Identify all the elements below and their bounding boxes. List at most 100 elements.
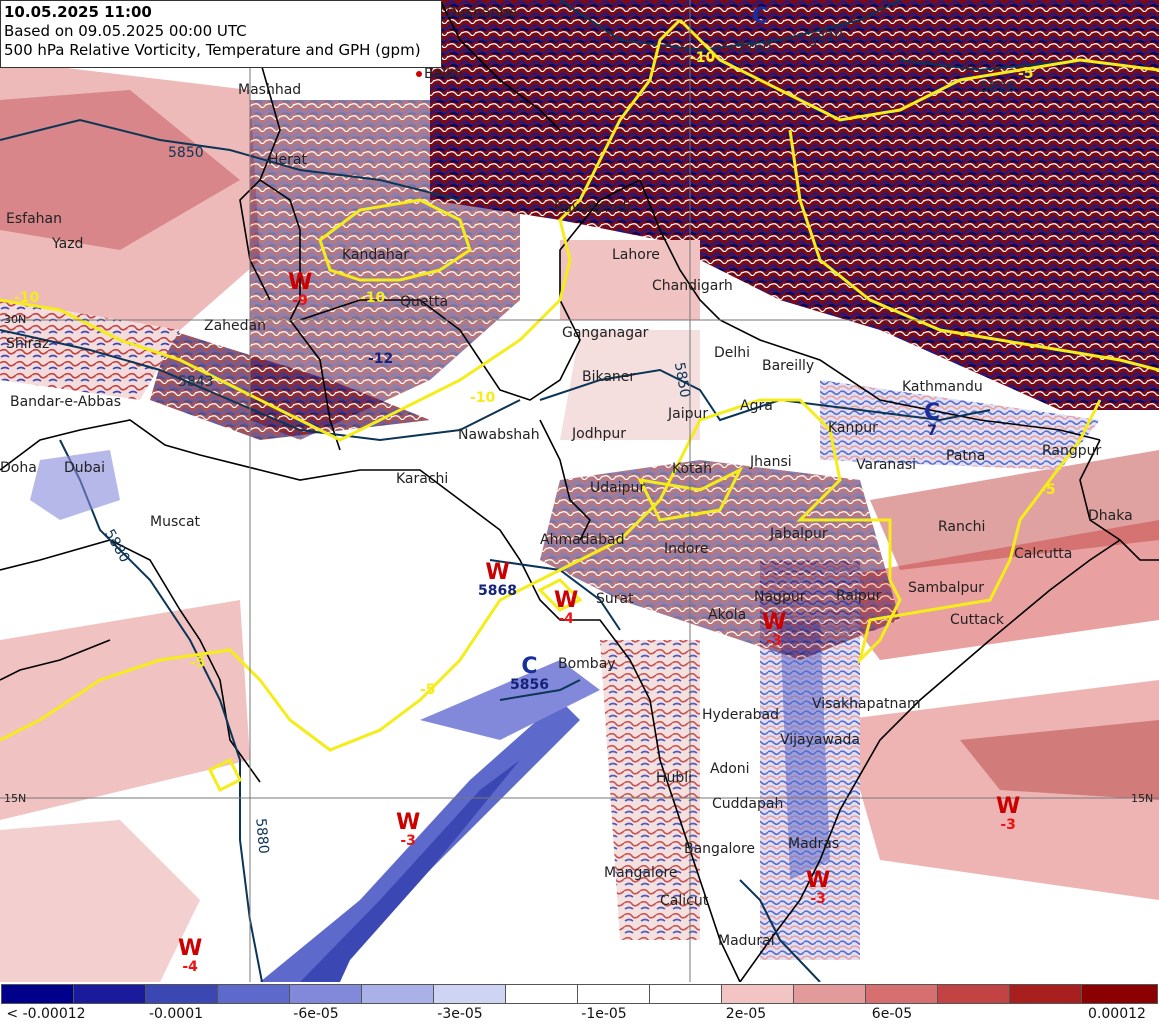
city-label: Visakhapatnam [812,696,921,712]
colorbar-swatch [145,984,218,1004]
field-description: 500 hPa Relative Vorticity, Temperature … [4,41,421,59]
colorbar-label: 0.00012 [1088,1006,1146,1022]
city-label: Kotah [672,461,712,477]
city-label: Bikaner [582,369,636,385]
city-label: Cuddapah [712,796,784,812]
city-label: Madras [788,836,840,852]
colorbar-swatch [1,984,74,1004]
city-label: Hubli [656,770,693,786]
city-label: Rangpur [1042,443,1102,459]
city-label: Lahore [612,247,660,263]
gph-contour-label: 5843 [178,374,214,390]
city-label: Jabalpur [770,526,828,542]
cold-center-marker: -12 [368,351,394,367]
lat-label: 15N [1131,792,1154,805]
city-label: Ganganagar [562,325,649,341]
temp-contour-label: -5 [1018,66,1034,82]
colorbar-swatch [937,984,1010,1004]
city-label: Dushanbe [446,5,517,21]
colorbar-swatch [793,984,866,1004]
city-label: Rawalpindi [554,200,631,216]
gph-contour-label: 5760 [736,40,772,56]
city-label: Mashhad [238,82,302,98]
colorbar-swatch [1009,984,1082,1004]
temp-contour-label: -10 [14,290,40,306]
city-dot-icon [416,71,422,77]
colorbar-swatch [361,984,434,1004]
temp-contour-label: -5 [190,655,206,671]
city-label: Akola [708,607,747,623]
warm-center-marker: W -3 [806,868,831,908]
vorticity-map: 10.05.2025 11:00 Based on 09.05.2025 00:… [0,0,1159,982]
city-label: Agra [740,398,773,414]
city-label: Mangalore [604,865,678,881]
temp-contour-label: -10 [690,50,716,66]
city-label: Quetta [400,294,449,310]
colorbar-label: < -0.00012 [6,1006,86,1022]
gph-contour-label: 5880 [252,817,272,855]
colorbar-label: -6e-05 [293,1006,339,1022]
city-label: Adoni [710,761,750,777]
valid-time: 10.05.2025 11:00 [4,3,152,21]
temp-contour-label: -10 [470,390,496,406]
warm-center-marker: W -4 [554,588,579,628]
city-label: Jhansi [750,454,792,470]
city-label: Ahmadabad [540,532,625,548]
temp-contour-label: -5 [1040,482,1056,498]
city-label: Ranchi [938,519,986,535]
warm-center-marker: W -3 [396,810,421,850]
colorbar-label: 6e-05 [871,1006,913,1022]
cold-center-marker: C 5856 [510,654,549,694]
city-label: Cuttack [950,612,1005,628]
city-label: Zahedan [204,318,266,334]
colorbar-swatch [505,984,578,1004]
city-label: Delhi [714,345,751,361]
city-label: Doha [0,460,37,476]
city-label: Kathmandu [902,379,983,395]
colorbar-swatch [1081,984,1158,1004]
city-label: Kandahar [342,247,410,263]
colorbar-label: -0.0001 [148,1006,204,1022]
city-label: Raipur [836,588,882,604]
city-label: Bangalore [684,841,756,857]
colorbar-swatch [577,984,650,1004]
city-label: Vijayawada [780,732,860,748]
gph-contour-label: 5850 [168,145,204,161]
colorbar-swatch [865,984,938,1004]
city-label: Herat [268,152,307,168]
colorbar-label: -1e-05 [581,1006,627,1022]
lat-label: 15N [4,792,27,805]
colorbar-swatch [649,984,722,1004]
map-header: 10.05.2025 11:00 Based on 09.05.2025 00:… [0,0,442,68]
city-label: Bombay [558,656,616,672]
city-label: Udaipur [590,480,646,496]
city-label: Shiraz [6,336,50,352]
temp-contour-label: -5 [420,682,436,698]
map-canvas [0,0,1159,982]
city-label: Muscat [150,514,201,530]
colorbar-swatch [721,984,794,1004]
city-label: Surat [596,591,634,607]
city-label: Dhaka [1088,508,1133,524]
city-label: Nawabshah [458,427,540,443]
colorbar-label: 2e-05 [725,1006,767,1022]
city-label: Hyderabad [702,707,779,723]
temp-contour-label: -10 [360,290,386,306]
city-label: Jodhpur [572,426,626,442]
city-label: Sambalpur [908,580,984,596]
warm-center-marker: W 5868 [478,560,517,600]
city-label: Varanasi [856,457,917,473]
warm-center-marker: W -3 [996,794,1021,834]
cold-center-marker: C [752,4,769,29]
gph-contour-label: 5820 [980,80,1016,96]
city-label: Jaipur [668,406,709,422]
city-label: Patna [946,448,986,464]
city-label: Dubai [64,460,106,476]
colorbar-swatch [433,984,506,1004]
city-label: Indore [664,541,709,557]
city-label: Madurai [718,933,775,949]
warm-center-marker: W -9 [288,270,313,310]
city-label: Balkh [416,66,463,82]
colorbar-swatch [289,984,362,1004]
city-label: Kanpur [828,420,878,436]
